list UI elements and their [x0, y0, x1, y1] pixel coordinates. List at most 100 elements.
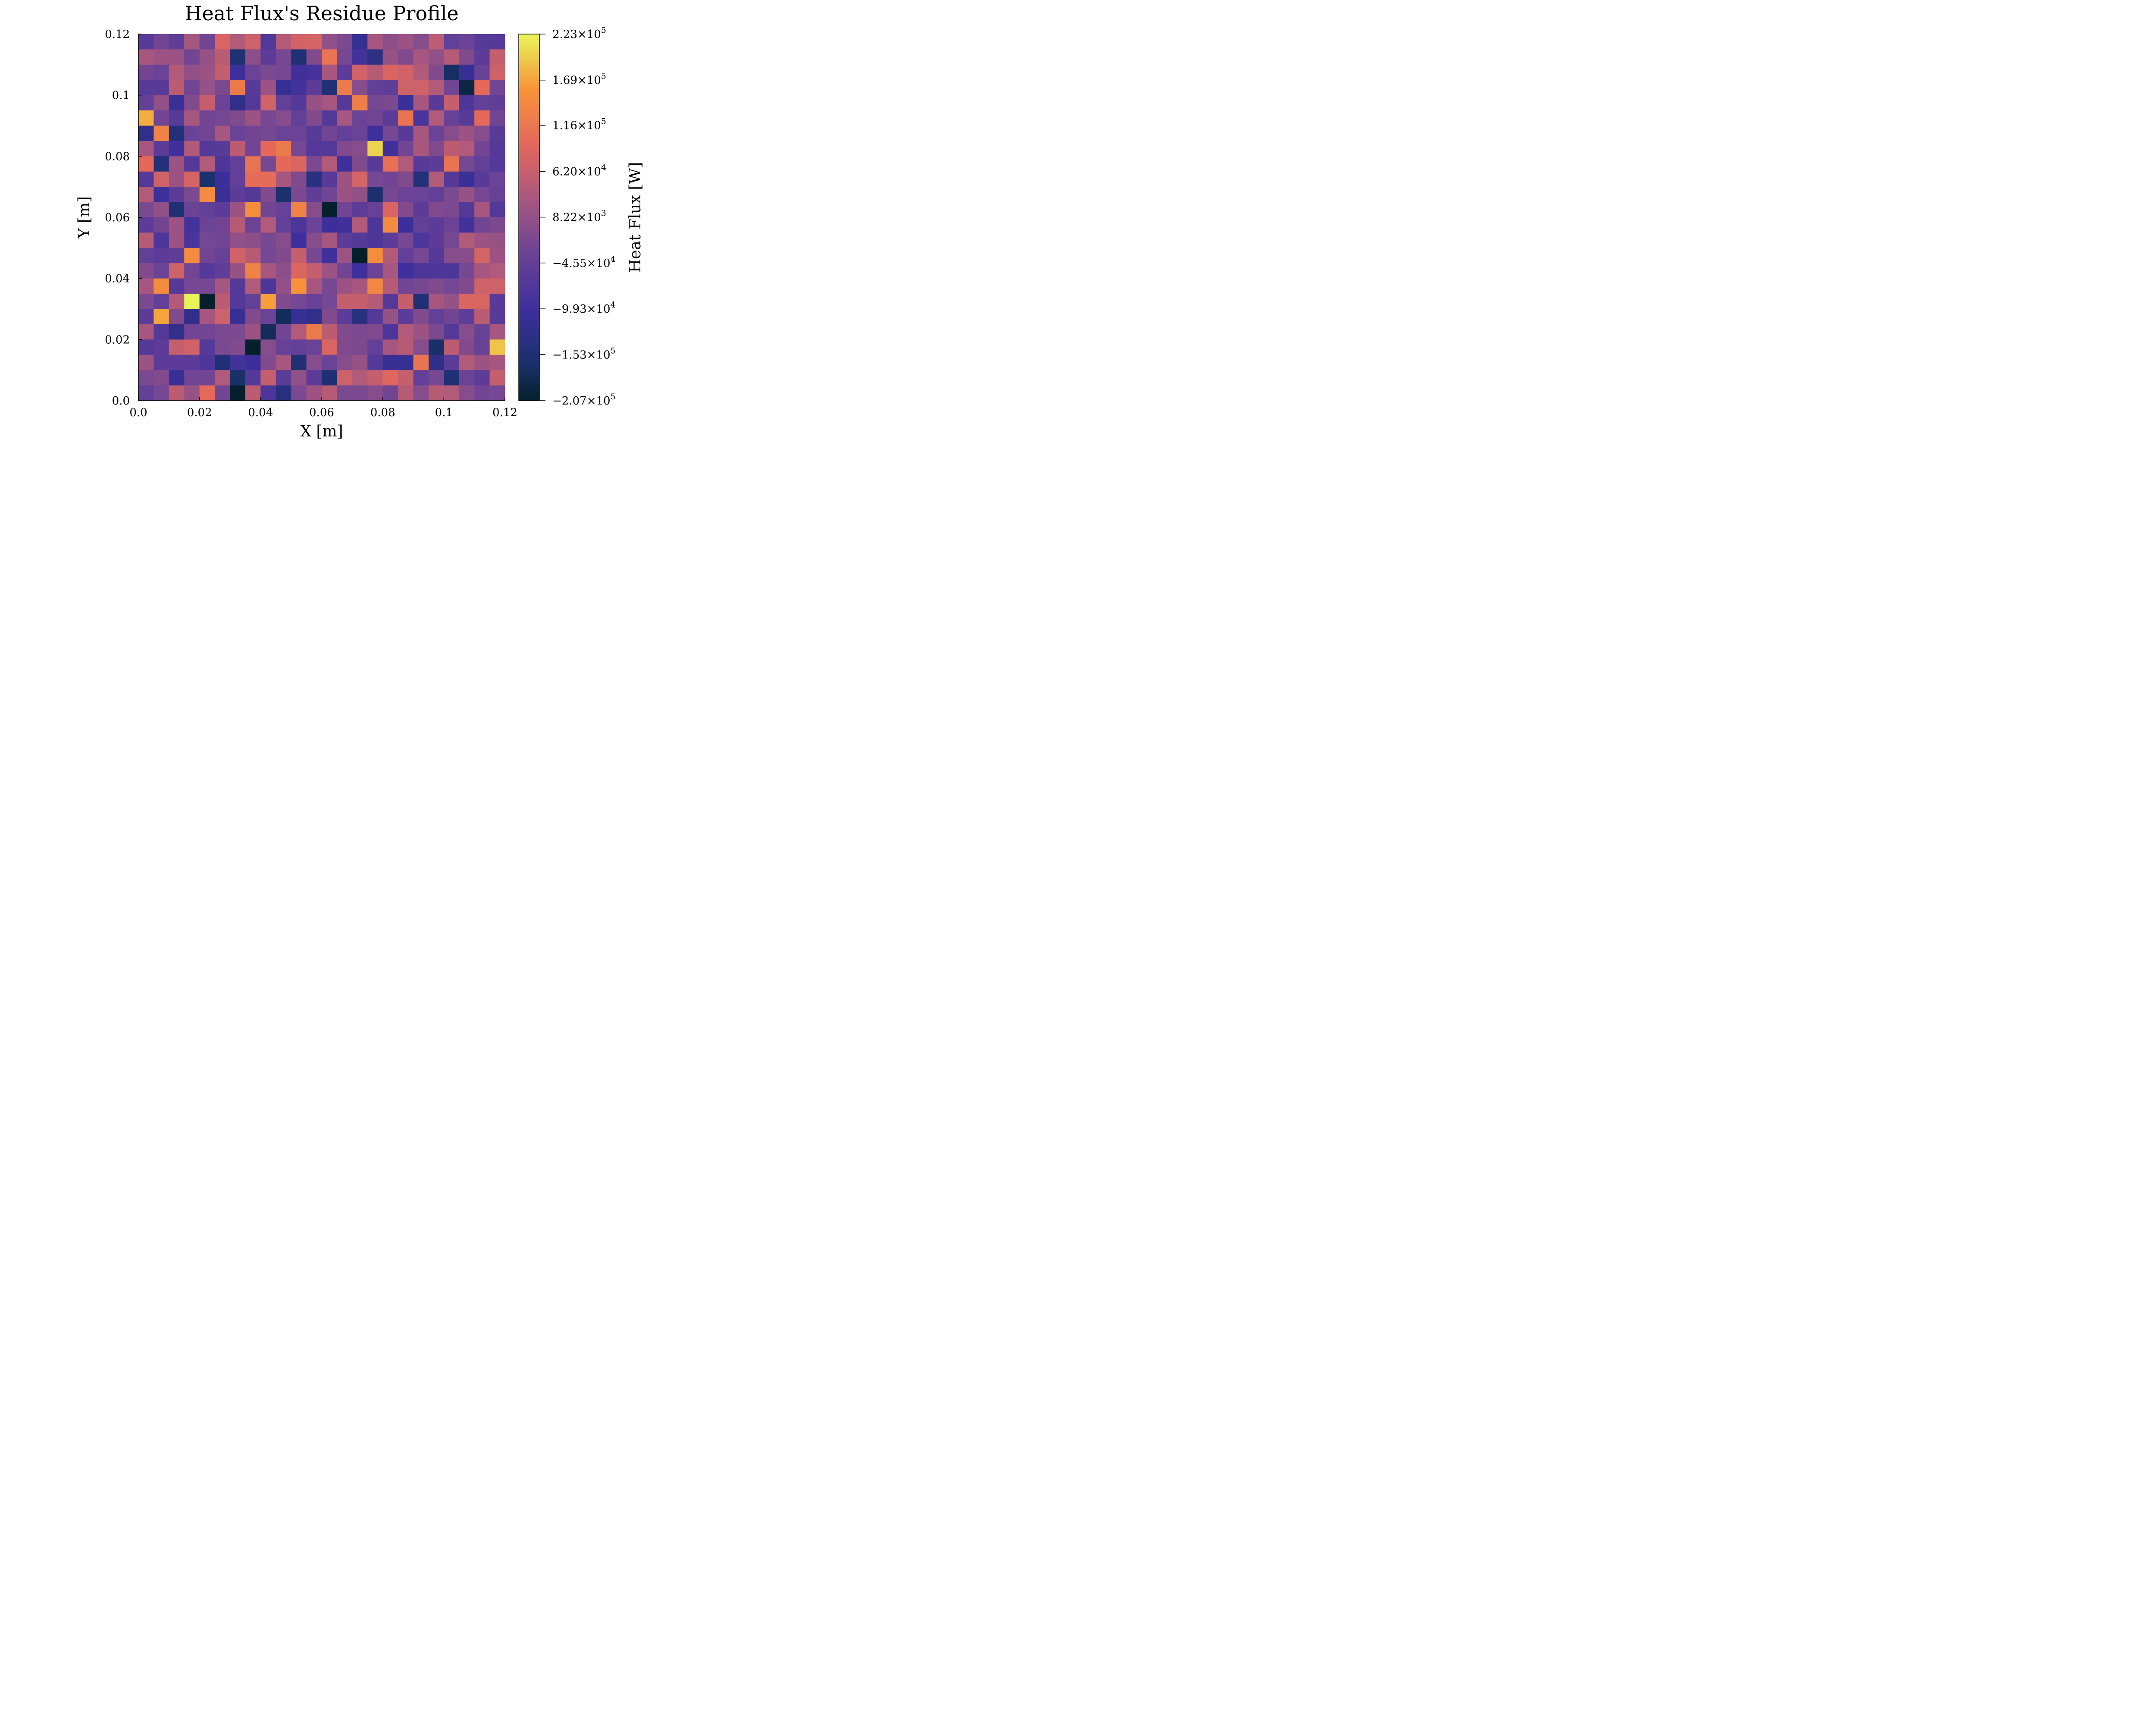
heatmap-cell — [291, 385, 307, 401]
heatmap-cell — [398, 339, 414, 355]
heatmap-cell — [154, 248, 169, 263]
heatmap-cell — [474, 263, 490, 279]
heatmap-cell — [230, 385, 246, 401]
heatmap-cell — [291, 339, 307, 355]
heatmap-cell — [291, 309, 307, 325]
heatmap-cell — [245, 263, 261, 279]
heatmap-cell — [444, 171, 460, 187]
heatmap-cell — [489, 156, 505, 172]
heatmap-cell — [352, 278, 368, 294]
heatmap-cell — [474, 202, 490, 218]
heatmap-cell — [489, 248, 505, 263]
heatmap-cell — [306, 278, 322, 294]
heatmap-cell — [382, 80, 398, 96]
heatmap-cell — [276, 278, 291, 294]
heatmap-cell — [413, 49, 429, 65]
heatmap-cell — [230, 202, 246, 218]
heatmap-cell — [428, 80, 444, 96]
heatmap-cell — [215, 294, 231, 310]
heatmap-cell — [428, 370, 444, 386]
heatmap-cell — [352, 64, 368, 80]
heatmap-cell — [230, 141, 246, 157]
heatmap-cell — [367, 187, 383, 203]
heatmap-cell — [459, 64, 475, 80]
heatmap-cell — [154, 156, 169, 172]
heatmap-cell — [489, 324, 505, 340]
heatmap-cell — [474, 232, 490, 248]
heatmap-cell — [382, 95, 398, 111]
heatmap-cell — [245, 309, 261, 325]
heatmap-cell — [184, 248, 200, 263]
heatmap-cell — [154, 232, 169, 248]
heatmap-cell — [276, 339, 291, 355]
heatmap-cells — [138, 34, 505, 401]
heatmap-cell — [413, 202, 429, 218]
heatmap-cell — [322, 263, 338, 279]
heatmap-cell — [382, 370, 398, 386]
heatmap-cell — [215, 64, 231, 80]
heatmap-cell — [337, 110, 353, 126]
heatmap-cell — [398, 202, 414, 218]
x-ticks: 0.0 0.02 0.04 0.06 0.08 0.1 0.12 — [129, 397, 517, 419]
heatmap-cell — [276, 354, 291, 370]
heatmap-cell — [367, 232, 383, 248]
heatmap-cell — [184, 278, 200, 294]
heatmap-cell — [306, 339, 322, 355]
heatmap-cell — [474, 49, 490, 65]
heatmap-cell — [260, 278, 276, 294]
heatmap-cell — [413, 339, 429, 355]
heatmap-cell — [337, 370, 353, 386]
heatmap-cell — [444, 156, 460, 172]
heatmap-cell — [352, 171, 368, 187]
heatmap-cell — [184, 187, 200, 203]
heatmap-cell — [260, 171, 276, 187]
heatmap-cell — [230, 64, 246, 80]
heatmap-cell — [337, 248, 353, 263]
heatmap-cell — [230, 156, 246, 172]
heatmap-cell — [199, 248, 215, 263]
heatmap-cell — [489, 49, 505, 65]
heatmap-cell — [322, 202, 338, 218]
heatmap-cell — [428, 232, 444, 248]
heatmap-cell — [428, 263, 444, 279]
heatmap-cell — [367, 263, 383, 279]
heatmap-cell — [291, 156, 307, 172]
heatmap-cell — [138, 263, 154, 279]
heatmap-cell — [413, 309, 429, 325]
heatmap-cell — [474, 80, 490, 96]
heatmap-cell — [230, 125, 246, 141]
heatmap-cell — [474, 156, 490, 172]
heatmap-cell — [199, 294, 215, 310]
heatmap-cell — [489, 263, 505, 279]
heatmap-cell — [215, 202, 231, 218]
heatmap-cell — [444, 294, 460, 310]
heatmap-cell — [352, 95, 368, 111]
heatmap-cell — [459, 95, 475, 111]
heatmap-cell — [245, 339, 261, 355]
heatmap-cell — [245, 156, 261, 172]
heatmap-cell — [474, 141, 490, 157]
heatmap-cell — [444, 141, 460, 157]
heatmap-cell — [306, 370, 322, 386]
heatmap-cell — [230, 370, 246, 386]
heatmap-cell — [260, 125, 276, 141]
heatmap-cell — [474, 278, 490, 294]
heatmap-cell — [322, 294, 338, 310]
heatmap-cell — [367, 294, 383, 310]
heatmap-cell — [489, 95, 505, 111]
heatmap-cell — [184, 156, 200, 172]
heatmap-cell — [428, 110, 444, 126]
heatmap-cell — [444, 34, 460, 50]
heatmap-cell — [428, 49, 444, 65]
heatmap-cell — [169, 80, 185, 96]
heatmap-cell — [169, 232, 185, 248]
heatmap-cell — [138, 95, 154, 111]
heatmap-cell — [444, 232, 460, 248]
heatmap-cell — [276, 370, 291, 386]
heatmap-cell — [367, 248, 383, 263]
heatmap-cell — [276, 324, 291, 340]
heatmap-cell — [489, 385, 505, 401]
heatmap-cell — [413, 385, 429, 401]
heatmap-cell — [322, 309, 338, 325]
heatmap-cell — [291, 80, 307, 96]
